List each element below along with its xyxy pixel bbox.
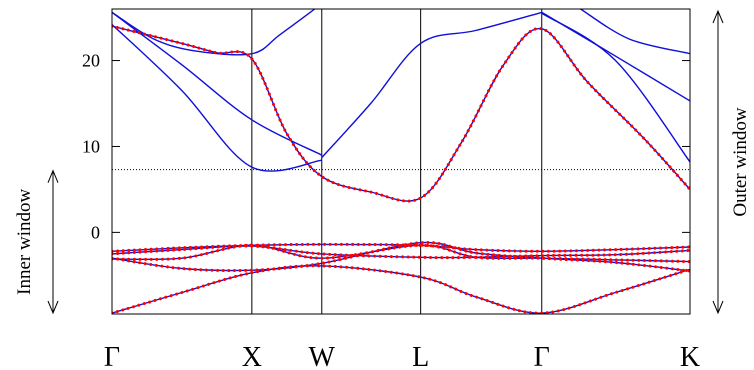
kpoint-label: X [242,342,262,370]
band-line [112,23,322,172]
plot-series [112,9,690,314]
kpoint-label: Γ [104,342,120,370]
kpoint-label: L [412,342,429,370]
band-line [112,243,690,264]
series-wannier [112,24,690,314]
arrow-head [47,300,59,315]
y-tick-label: 0 [91,222,100,242]
band-line [580,9,690,55]
y-axis: 0 10 20 [82,51,690,242]
plot-frame [111,8,691,315]
band-line [321,11,542,159]
band-line [112,264,690,314]
band-line [112,11,323,156]
band-line [112,241,690,273]
energy-windows: Inner window Outer window [14,9,751,315]
band-line [112,265,690,314]
outer-window-label: Outer window [730,107,751,217]
kpoint-label: W [309,342,336,370]
band-line [112,24,690,203]
band-line [541,11,690,102]
series-dft [112,9,690,314]
arrow-head [712,300,724,315]
arrow-head [712,9,724,24]
kpoint-label: Γ [534,342,550,370]
band-line [112,244,690,260]
arrow-head [47,169,59,183]
band-line [112,25,690,202]
plot-grid [112,9,690,314]
inner-window-label: Inner window [14,189,35,295]
band-line [112,9,316,56]
y-tick-label: 10 [82,136,100,156]
kpoint-label: K [680,342,700,370]
y-tick-label: 20 [82,51,100,71]
